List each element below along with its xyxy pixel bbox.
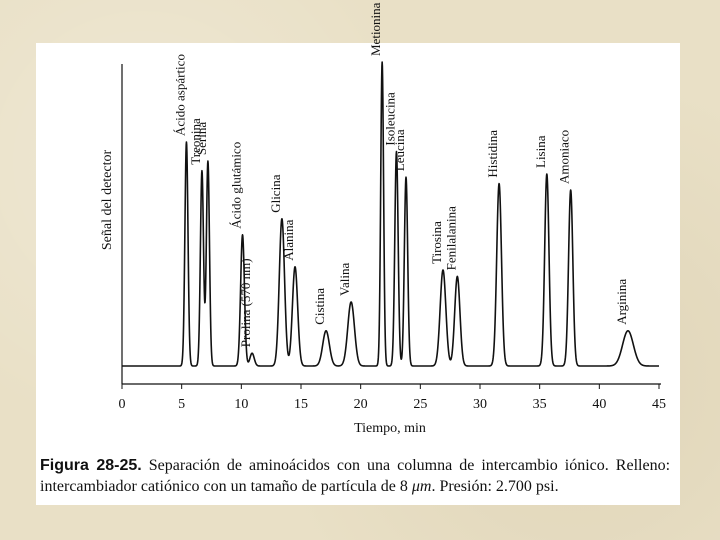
peak-label: Isoleucina (383, 92, 398, 146)
peak-label: Tirosina (429, 221, 444, 264)
x-ticks: 0 5 10 15 20 25 30 35 40 45 (119, 384, 666, 412)
x-tick-label: 20 (354, 397, 368, 412)
peak-label: Cistina (312, 288, 327, 325)
y-axis-label: Señal del detector (100, 150, 115, 251)
peak-label: Treonina (188, 118, 203, 165)
peak-label: Metionina (368, 2, 383, 56)
figure-caption: Figura 28-25. Separación de aminoácidos … (40, 455, 670, 497)
x-tick-label: 30 (473, 397, 487, 412)
x-tick-label: 5 (178, 397, 185, 412)
chromatogram-trace (121, 61, 660, 367)
peak-label: Valina (337, 263, 352, 296)
x-tick-label: 15 (294, 397, 308, 412)
x-tick-label: 0 (119, 397, 126, 412)
peak-label: Lisina (533, 135, 548, 168)
peak-label: Glicina (268, 174, 283, 212)
x-tick-label: 45 (652, 397, 666, 412)
peak-label: Histidina (485, 130, 500, 178)
x-tick-label: 25 (413, 397, 427, 412)
peak-label: Ácido aspártico (172, 54, 187, 136)
axes (121, 64, 661, 385)
peak-label: Ácido glutámico (229, 142, 244, 229)
peak-label: Arginina (614, 279, 629, 325)
x-tick-label: 10 (234, 397, 248, 412)
x-tick-label: 40 (592, 397, 606, 412)
peak-label: Prolina (570 nm) (238, 258, 253, 347)
peak-label: Serina (194, 122, 209, 155)
peak-label: Leucina (392, 129, 407, 171)
peak-label: Alanina (281, 219, 296, 260)
figure-label: Figura 28-25. (40, 457, 142, 474)
peak-label: Amoniaco (557, 130, 572, 184)
x-axis-label: Tiempo, min (354, 421, 426, 436)
caption-unit: μm (411, 478, 432, 495)
peak-label: Fenilalanina (443, 206, 458, 270)
x-tick-label: 35 (533, 397, 547, 412)
caption-text-part2: . Presión: 2.700 psi. (431, 478, 559, 495)
caption-text-part1: Separación de aminoácidos con una column… (40, 457, 671, 495)
